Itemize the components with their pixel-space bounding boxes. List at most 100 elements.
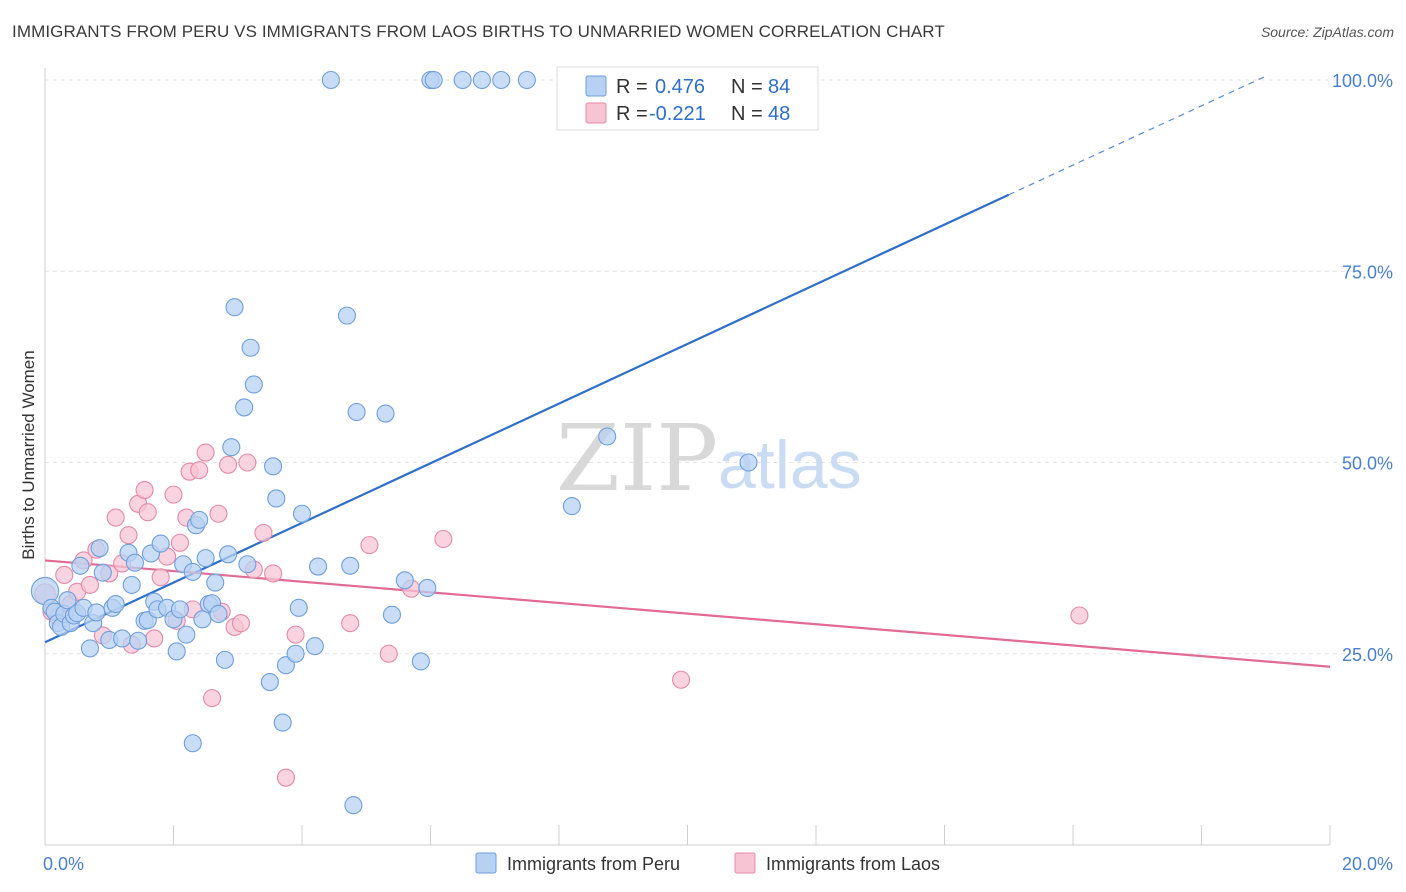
bottom-legend-swatch-peru — [475, 852, 497, 874]
legend-n-label-peru: N = — [731, 76, 763, 98]
legend-r-label-laos: R = — [616, 103, 648, 125]
point-peru — [341, 556, 360, 575]
point-peru — [424, 70, 443, 90]
point-laos — [264, 564, 283, 583]
bottom-legend-label-peru: Immigrants from Peru — [507, 854, 680, 874]
y-tick-label: 25.0% — [1342, 645, 1393, 665]
point-laos — [190, 461, 209, 480]
trend-line-peru-extension — [1008, 75, 1267, 196]
point-peru — [273, 713, 292, 732]
point-peru — [453, 70, 472, 90]
point-peru — [598, 427, 617, 446]
data-points — [30, 70, 1089, 815]
point-peru — [292, 504, 312, 523]
watermark-atlas: atlas — [718, 427, 862, 503]
point-peru — [215, 650, 234, 669]
point-peru — [222, 438, 241, 457]
point-laos — [434, 529, 453, 549]
point-peru — [344, 796, 363, 815]
point-peru — [492, 70, 511, 90]
point-laos — [80, 575, 100, 594]
trend-lines — [44, 75, 1331, 668]
point-peru — [267, 489, 286, 508]
point-peru — [264, 457, 283, 476]
legend-r-value-laos: -0.221 — [649, 103, 706, 125]
legend-swatch-peru — [585, 75, 607, 97]
x-tick-label: 20.0% — [1342, 854, 1393, 874]
point-peru — [129, 631, 148, 650]
point-peru — [209, 604, 228, 624]
axes — [44, 68, 1331, 846]
point-laos — [360, 536, 379, 555]
point-laos — [138, 503, 157, 522]
point-peru — [125, 553, 144, 572]
point-laos — [379, 644, 398, 663]
y-tick-label: 75.0% — [1342, 262, 1393, 282]
y-axis-label: Births to Unmarried Women — [19, 350, 38, 559]
point-laos — [135, 480, 154, 500]
point-laos — [170, 533, 189, 552]
bottom-legend-swatch-laos — [734, 852, 756, 874]
point-peru — [113, 629, 132, 648]
point-laos — [203, 689, 222, 708]
point-peru — [87, 603, 106, 622]
point-laos — [55, 565, 74, 585]
point-peru — [238, 555, 257, 574]
watermark-zip: ZIP — [556, 405, 718, 512]
legend: R = 0.476 N = 84 R = -0.221 N = 48 — [556, 66, 819, 131]
point-laos — [164, 485, 183, 504]
point-peru — [337, 306, 357, 325]
point-peru — [183, 562, 202, 581]
point-peru — [289, 598, 308, 617]
point-peru — [382, 605, 402, 624]
tick-labels: 25.0% 50.0% 75.0% 100.0% 0.0% 20.0% — [43, 71, 1393, 874]
point-peru — [241, 338, 260, 357]
point-peru — [305, 637, 324, 656]
chart-title: IMMIGRANTS FROM PERU VS IMMIGRANTS FROM … — [12, 22, 945, 41]
point-peru — [395, 571, 414, 590]
point-laos — [672, 670, 691, 689]
point-peru — [177, 625, 196, 644]
point-peru — [122, 575, 141, 594]
legend-n-value-laos: 48 — [768, 103, 790, 125]
point-peru — [225, 298, 244, 317]
point-peru — [411, 652, 430, 671]
point-laos — [119, 526, 138, 545]
point-peru — [517, 70, 536, 90]
bottom-legend: Immigrants from Peru Immigrants from Lao… — [475, 852, 940, 874]
point-laos — [106, 508, 125, 527]
trend-line-laos — [44, 559, 1331, 668]
legend-n-label-laos: N = — [731, 103, 763, 125]
y-tick-label: 100.0% — [1332, 71, 1393, 91]
point-peru — [71, 556, 90, 575]
legend-swatch-laos — [585, 102, 607, 124]
point-laos — [1070, 606, 1089, 625]
point-peru — [219, 545, 238, 564]
point-laos — [151, 568, 170, 587]
legend-n-value-peru: 84 — [768, 76, 790, 98]
x-tick-label: 0.0% — [43, 854, 84, 874]
point-peru — [321, 70, 340, 90]
point-peru — [244, 375, 263, 394]
point-peru — [235, 398, 254, 417]
point-peru — [562, 497, 581, 516]
point-peru — [183, 734, 202, 753]
point-peru — [196, 549, 215, 568]
point-laos — [209, 504, 228, 523]
point-laos — [196, 443, 215, 462]
point-laos — [231, 614, 251, 633]
point-laos — [276, 768, 295, 787]
source-label: Source: ZipAtlas.com — [1260, 24, 1394, 40]
trend-line-peru — [44, 193, 1010, 644]
point-peru — [193, 610, 212, 629]
point-laos — [341, 614, 360, 633]
point-peru — [260, 673, 279, 692]
point-peru — [170, 600, 189, 619]
bottom-legend-label-laos: Immigrants from Laos — [766, 854, 940, 874]
point-laos — [286, 625, 305, 644]
point-peru — [347, 402, 366, 422]
point-peru — [376, 404, 395, 423]
point-laos — [238, 453, 257, 472]
point-laos — [145, 629, 164, 648]
